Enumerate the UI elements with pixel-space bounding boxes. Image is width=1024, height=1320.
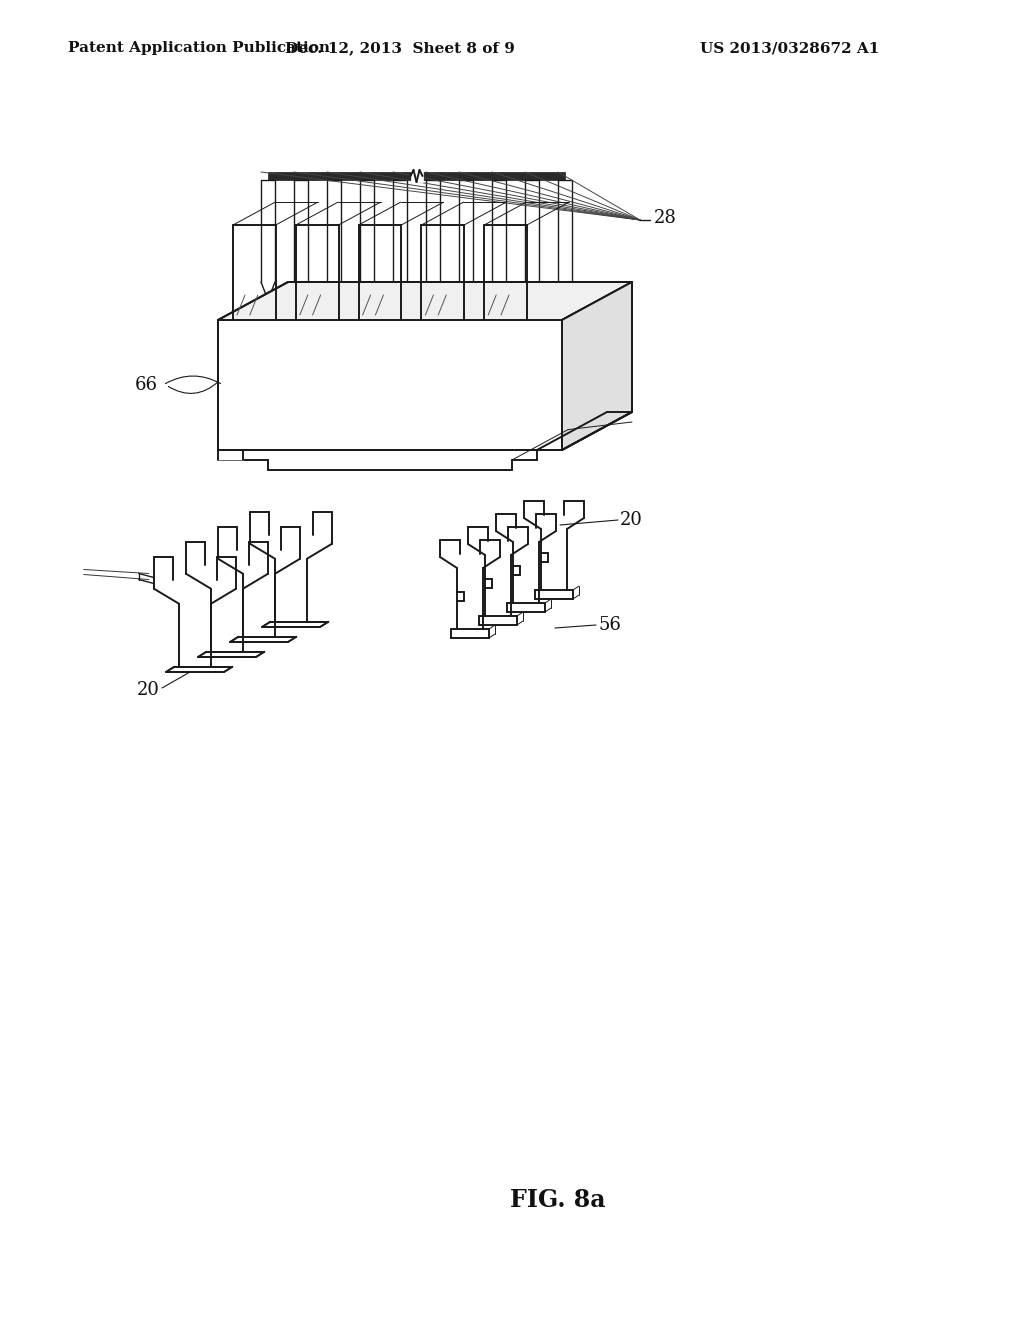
- Text: US 2013/0328672 A1: US 2013/0328672 A1: [700, 41, 880, 55]
- Text: 66: 66: [135, 376, 158, 393]
- Text: 28: 28: [654, 209, 677, 227]
- Text: Patent Application Publication: Patent Application Publication: [68, 41, 330, 55]
- Text: 20: 20: [137, 681, 160, 700]
- Text: 20: 20: [620, 511, 643, 529]
- Polygon shape: [166, 667, 232, 672]
- Polygon shape: [230, 636, 296, 642]
- Text: 56: 56: [598, 616, 621, 634]
- Text: FIG. 8a: FIG. 8a: [510, 1188, 606, 1212]
- Polygon shape: [218, 282, 632, 319]
- Text: Dec. 12, 2013  Sheet 8 of 9: Dec. 12, 2013 Sheet 8 of 9: [285, 41, 515, 55]
- Polygon shape: [411, 170, 423, 182]
- Polygon shape: [218, 319, 562, 450]
- Polygon shape: [198, 652, 264, 657]
- Polygon shape: [268, 172, 565, 180]
- Polygon shape: [562, 282, 632, 450]
- Polygon shape: [262, 622, 329, 627]
